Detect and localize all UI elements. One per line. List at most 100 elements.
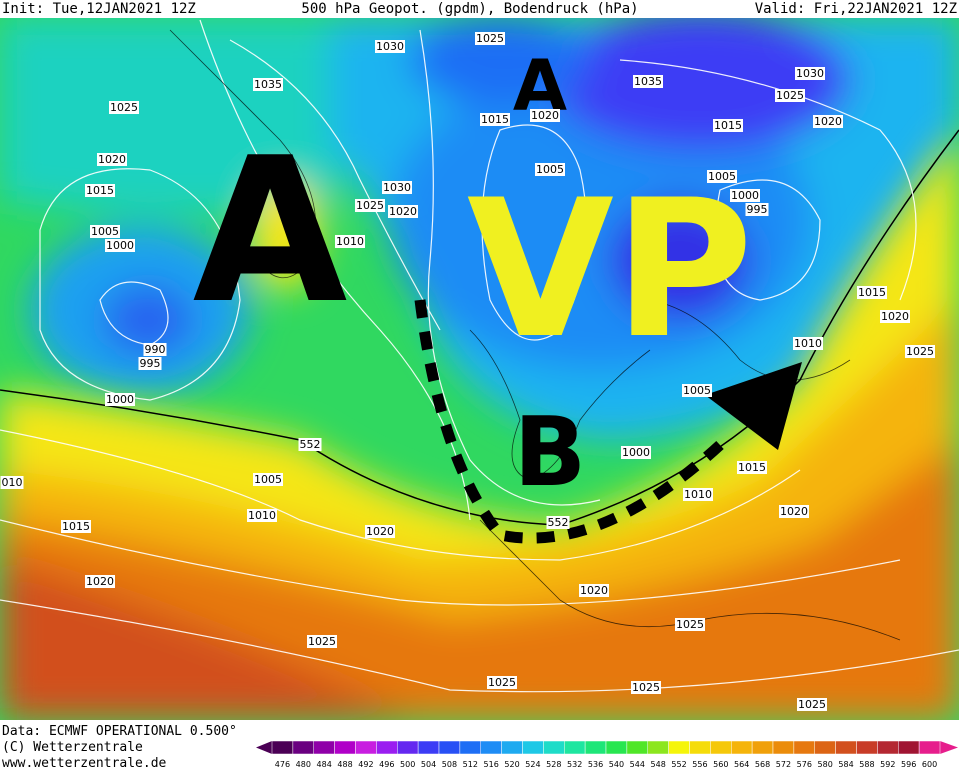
isobar-label-bg	[857, 286, 887, 299]
colorbar-box	[835, 740, 857, 755]
isobar-label: 1025	[906, 345, 934, 358]
isobar-label-bg	[813, 115, 843, 128]
isobar-label-bg	[85, 575, 115, 588]
isobar-label-bg	[143, 343, 167, 356]
isobar-label: 1025	[308, 635, 336, 648]
isobar-label-bg	[298, 438, 322, 451]
isobar-label-bg	[535, 163, 565, 176]
isobar-label: 1025	[476, 32, 504, 45]
isobar-label-bg	[745, 203, 769, 216]
colorbar-box	[438, 740, 461, 755]
isobar-label: 990	[145, 343, 166, 356]
isobar-label: 995	[140, 357, 161, 370]
isobar-label: 1010	[684, 488, 712, 501]
colorbar-tick-label: 596	[901, 760, 916, 769]
isobar-label-bg	[707, 170, 737, 183]
isobar-label-bg	[0, 476, 24, 489]
colorbar-tick-label: 532	[567, 760, 582, 769]
isobar-label: 1005	[708, 170, 736, 183]
isobar-label-bg	[793, 337, 823, 350]
isobar-label-bg	[546, 516, 570, 529]
colorbar-tick-label: 548	[651, 760, 666, 769]
isobar-label: 010	[2, 476, 23, 489]
colorbar-box	[459, 740, 481, 755]
colorbar-box	[292, 740, 314, 755]
colorbar-box	[417, 740, 440, 755]
map-title: 500 hPa Geopot. (gpdm), Bodendruck (hPa)	[301, 1, 638, 17]
isobar-label: 1000	[106, 239, 134, 252]
colorbar-tick-label: 588	[859, 760, 874, 769]
website: www.wetterzentrale.de	[2, 756, 167, 770]
isobar-label: 1025	[676, 618, 704, 631]
colorbar-tick-label: 488	[337, 760, 352, 769]
colorbar-tick-label: 540	[609, 760, 624, 769]
isobar-label-bg	[109, 101, 139, 114]
isobar-label: 1000	[622, 446, 650, 459]
isobar-label: 1030	[796, 67, 824, 80]
colorbar-box	[355, 740, 377, 755]
colorbar-box	[918, 740, 941, 755]
isobar-label: 552	[300, 438, 321, 451]
colorbar-tick-label: 544	[630, 760, 645, 769]
colorbar-box	[793, 740, 815, 755]
colorbar-tick-label: 556	[692, 760, 707, 769]
isobar-label-bg	[85, 184, 115, 197]
isobar-label: 1025	[776, 89, 804, 102]
isobar-label-bg	[797, 698, 827, 711]
colorbar-tick-label: 576	[797, 760, 812, 769]
isobar-label: 1015	[86, 184, 114, 197]
isobar-label: 1020	[86, 575, 114, 588]
isobar-label-bg	[375, 40, 405, 53]
colorbar-box	[772, 740, 795, 755]
colorbar-end	[256, 741, 272, 754]
colorbar-tick-label: 496	[379, 760, 394, 769]
colorbar-box	[626, 740, 648, 755]
colorbar-box	[480, 740, 502, 755]
isobar-label: 1000	[731, 189, 759, 202]
isobar-label-bg	[138, 357, 162, 370]
isobar-label: 1035	[254, 78, 282, 91]
isobar-label: 1000	[106, 393, 134, 406]
colorbar-tick-label: 484	[317, 760, 332, 769]
colorbar-tick-label: 536	[588, 760, 603, 769]
isobar-label-bg	[487, 676, 517, 689]
isobar-label-bg	[675, 618, 705, 631]
isobar-label: 1015	[62, 520, 90, 533]
isobar-label: 1005	[536, 163, 564, 176]
isobar-label-bg	[631, 681, 661, 694]
isobar-label-bg	[253, 473, 283, 486]
isobar-label-bg	[105, 393, 135, 406]
isobar-label: 1015	[738, 461, 766, 474]
isobar-label-bg	[633, 75, 663, 88]
colorbar-tick-label: 504	[421, 760, 436, 769]
colorbar-box	[710, 740, 732, 755]
isobar-label-bg	[683, 488, 713, 501]
isobar-label-bg	[713, 119, 743, 132]
isobar-label: 1020	[389, 205, 417, 218]
copyright: (C) Wetterzentrale	[2, 740, 143, 755]
isobar-label: 1025	[798, 698, 826, 711]
colorbar-tick-label: 572	[776, 760, 791, 769]
isobar-label-bg	[382, 181, 412, 194]
isobar-label-bg	[905, 345, 935, 358]
colorbar-tick-label: 508	[442, 760, 457, 769]
isobar-label: 1020	[531, 109, 559, 122]
colorbar-box	[501, 740, 523, 755]
isobar-label-bg	[795, 67, 825, 80]
isobar-label: 1010	[794, 337, 822, 350]
isobar-label: 1015	[858, 286, 886, 299]
colorbar-box	[584, 740, 607, 755]
colorbar-box	[376, 740, 398, 755]
isobar-label: 1025	[488, 676, 516, 689]
isobar-label: 552	[548, 516, 569, 529]
colorbar-box	[564, 740, 586, 755]
colorbar-tick-label: 552	[671, 760, 686, 769]
isobar-label: 1015	[714, 119, 742, 132]
colorbar-box	[856, 740, 878, 755]
isobar-label: 1015	[481, 113, 509, 126]
isobar-label-bg	[90, 225, 120, 238]
high-pressure-label: A	[193, 115, 348, 348]
colorbar-box	[877, 740, 899, 755]
isobar-label: 1020	[881, 310, 909, 323]
colorbar-tick-label: 568	[755, 760, 770, 769]
